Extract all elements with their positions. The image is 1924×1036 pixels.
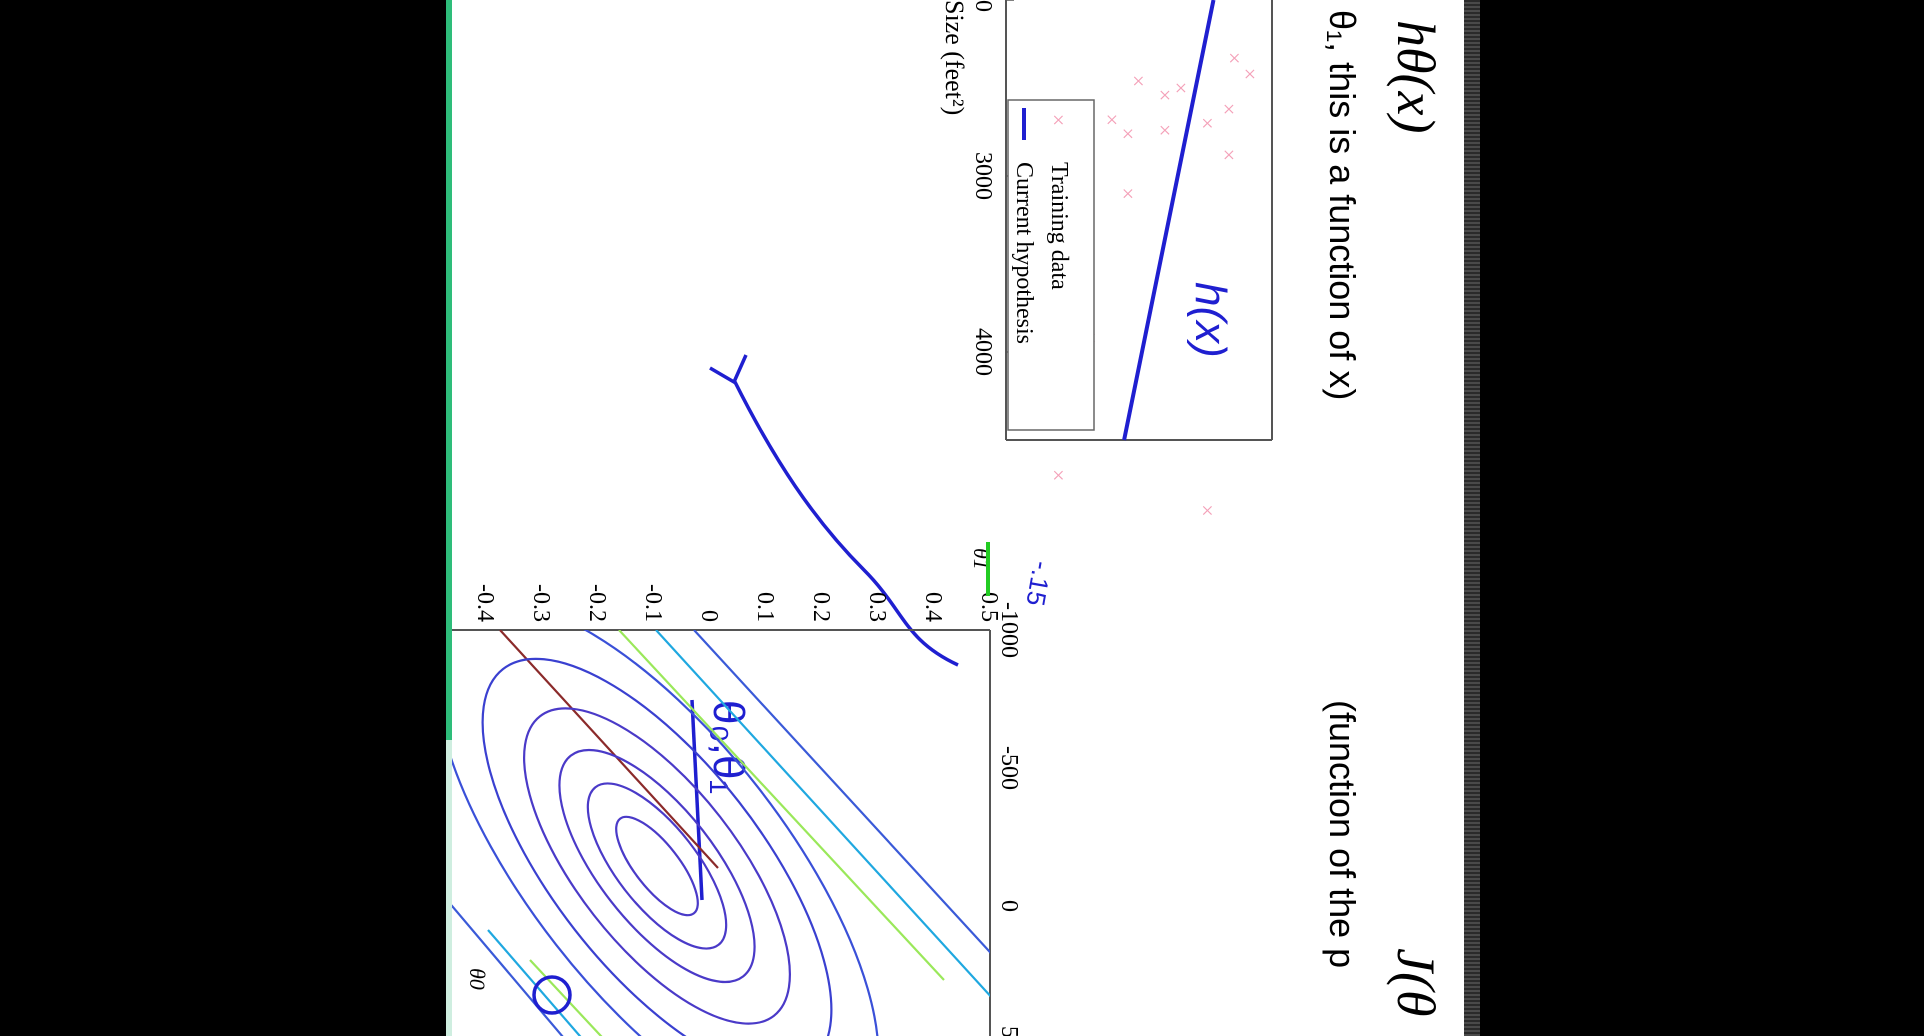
annotation-hx: h(x) <box>1186 282 1235 358</box>
contour-ellipse-1 <box>615 815 699 917</box>
training-data-point: × <box>1126 75 1151 87</box>
scrollbar[interactable] <box>1464 0 1480 1036</box>
title-cost-function: J(θ <box>1386 948 1446 1016</box>
hypothesis-line <box>1122 0 1216 441</box>
theta1-tick-label: 0.1 <box>752 592 778 622</box>
subtitle-cost-function: (function of the p <box>1322 700 1363 968</box>
contour-ellipse-5 <box>481 657 833 1036</box>
contour-level-cyan <box>655 630 990 1001</box>
theta1-tick-label: -0.3 <box>528 584 554 622</box>
legend-label-training: Training data <box>1046 162 1072 290</box>
training-data-point: × <box>1153 124 1178 136</box>
lecture-slide: hθ(x) θ₁, this is a function of x) J(θ (… <box>452 0 1464 1036</box>
contour-level-lightgreen-2 <box>529 959 615 1036</box>
training-data-point: × <box>1216 103 1241 115</box>
theta1-tick-label: 0.4 <box>920 592 946 622</box>
theta0-tick-label: 500 <box>996 1026 1022 1036</box>
contour-ellipse-4 <box>523 707 791 1025</box>
axis-label-theta0: θ0 <box>465 968 490 990</box>
theta0-tick-label: -500 <box>996 746 1022 790</box>
annotation-arrow <box>732 379 959 667</box>
training-data-point: × <box>1222 52 1247 64</box>
subtitle-hypothesis: θ₁, this is a function of x) <box>1322 10 1363 400</box>
training-data-point: × <box>1238 68 1263 80</box>
contour-marker <box>532 975 572 1015</box>
training-data-point: × <box>1115 187 1140 199</box>
x-tick-label: 00 <box>970 0 996 12</box>
training-data-point: × <box>1046 469 1071 481</box>
title-hypothesis: hθ(x) <box>1386 20 1446 133</box>
contour-ellipse-6 <box>452 630 880 1036</box>
annotation-underline <box>690 699 704 901</box>
contour-chart: -1000 -500 0 500 0.5 0.4 0.3 0.2 0.1 0 -0.1 -0.2 -0… <box>452 542 1058 1036</box>
training-data-point: × <box>1195 504 1220 516</box>
theta0-tick-label: 0 <box>996 900 1022 912</box>
annotation-arrowhead <box>709 354 748 385</box>
theta1-tick-label: 0 <box>696 610 722 622</box>
theta1-tick-label: 0.5 <box>976 592 1002 622</box>
theta0-tick-label: -1000 <box>996 602 1022 658</box>
contour-level-blue-2 <box>452 879 575 1036</box>
theta1-tick-label: 0.2 <box>808 592 834 622</box>
annotation-minus015: -.15 <box>1020 559 1057 608</box>
legend-marker-training: × <box>1046 114 1071 126</box>
training-data-point: × <box>1115 128 1140 140</box>
training-data-point: × <box>1153 89 1178 101</box>
training-data-point: × <box>1099 113 1124 125</box>
training-data-point: × <box>1216 149 1241 161</box>
x-axis-label-size: Size (feet²) <box>940 0 969 115</box>
legend: × Training data Current hypothesis <box>1007 99 1095 431</box>
legend-label-hypothesis: Current hypothesis <box>1011 162 1037 344</box>
training-data-point: × <box>1169 82 1194 94</box>
x-tick-label: 3000 <box>970 152 996 200</box>
contour-ellipse-3 <box>558 748 756 984</box>
theta1-tick-label: -0.2 <box>584 584 610 622</box>
theta1-tick-label: 0.3 <box>864 592 890 622</box>
theta1-tick-label: -0.4 <box>472 584 498 622</box>
axis-label-theta1: θ1 <box>969 548 994 570</box>
sidebar-panel <box>446 740 452 1036</box>
sidebar-accent-bar <box>446 0 452 740</box>
training-data-point: × <box>1195 117 1220 129</box>
legend-box <box>1007 99 1095 431</box>
contour-level-brown <box>499 630 719 869</box>
contour-ellipse-2 <box>586 782 728 950</box>
x-tick-label: 4000 <box>970 328 996 376</box>
contour-level-cyan-2 <box>487 929 593 1036</box>
contour-level-lightgreen <box>618 630 945 981</box>
theta1-tick-label: -0.1 <box>640 584 666 622</box>
contour-level-blue <box>693 630 990 1001</box>
